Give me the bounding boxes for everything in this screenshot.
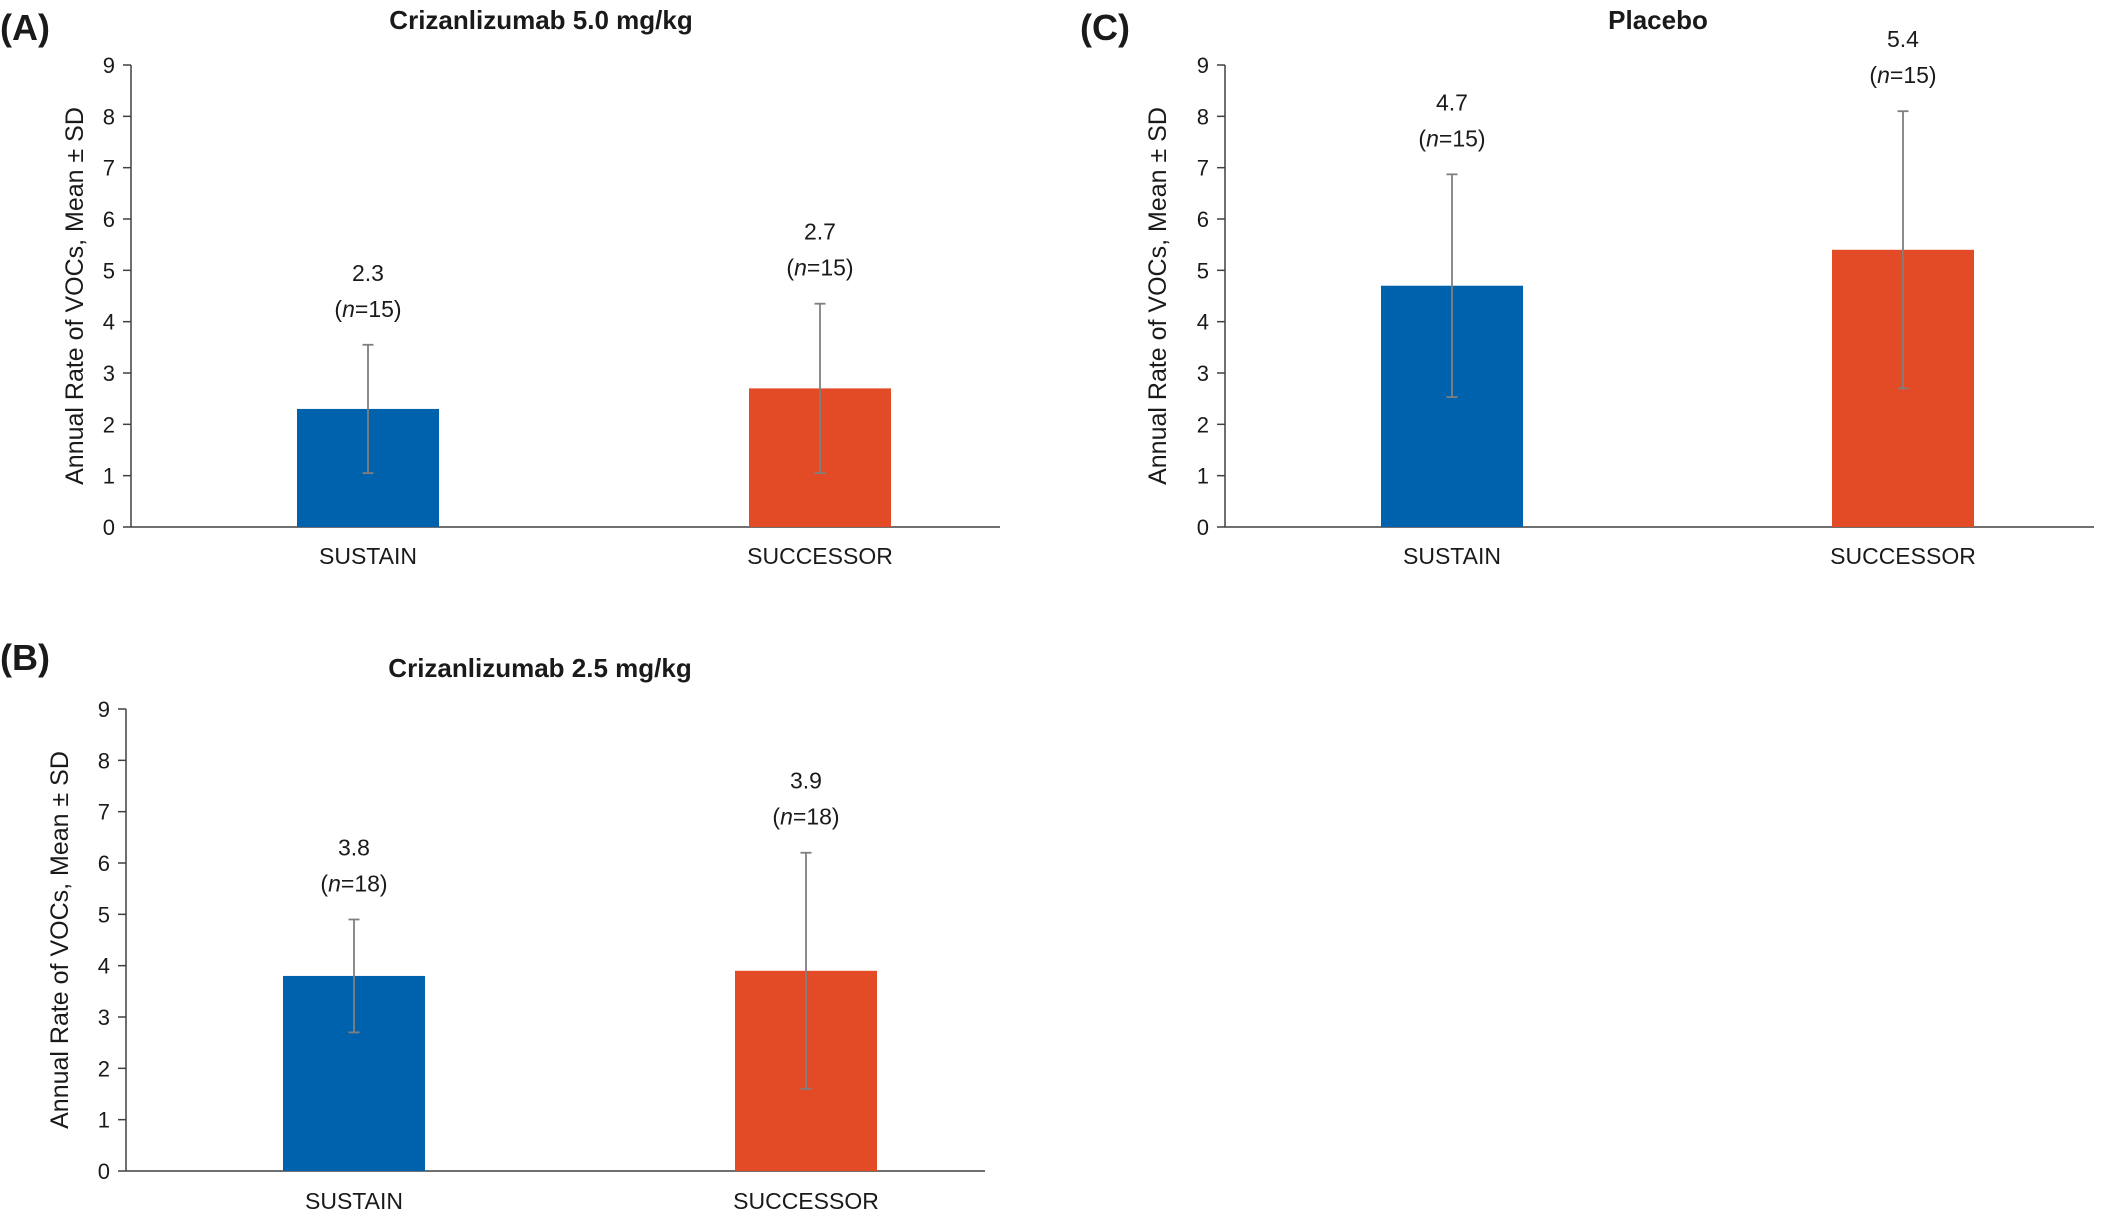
y-tick-label: 4 <box>103 310 115 335</box>
n-label-italic: n <box>1877 62 1890 88</box>
x-tick-label: SUCCESSOR <box>1830 543 1976 569</box>
y-tick-label: 1 <box>1197 464 1209 489</box>
data-label-n: (n=18) <box>772 804 839 830</box>
chart-title: Crizanlizumab 5.0 mg/kg <box>389 5 692 35</box>
n-label-prefix: ( <box>334 296 342 322</box>
y-axis-label: Annual Rate of VOCs, Mean ± SD <box>46 751 74 1129</box>
y-tick-label: 7 <box>1197 156 1209 181</box>
n-label-italic: n <box>1426 125 1439 151</box>
n-label-suffix: =15) <box>355 296 402 322</box>
x-tick-label: SUSTAIN <box>305 1188 403 1214</box>
chart-panel-c: (C) Placebo Annual Rate of VOCs, Mean ± SD… <box>1080 5 2094 569</box>
y-tick-label: 5 <box>103 258 115 283</box>
data-label-n: (n=15) <box>1869 62 1936 88</box>
y-tick-label: 4 <box>1197 310 1209 335</box>
chart-panel-b: (B) Crizanlizumab 2.5 mg/kg Annual Rate of… <box>0 637 985 1214</box>
data-label-n: (n=15) <box>334 296 401 322</box>
n-label-suffix: =15) <box>1439 125 1486 151</box>
y-axis-label: Annual Rate of VOCs, Mean ± SD <box>1144 107 1172 485</box>
n-label-prefix: ( <box>1869 62 1877 88</box>
data-label-value: 3.8 <box>338 834 370 860</box>
x-tick-label: SUSTAIN <box>319 543 417 569</box>
y-tick-label: 3 <box>1197 361 1209 386</box>
data-label-value: 3.9 <box>790 768 822 794</box>
y-tick-label: 7 <box>103 156 115 181</box>
n-label-italic: n <box>794 255 807 281</box>
panel-label: (A) <box>0 7 50 48</box>
data-label-n: (n=15) <box>786 255 853 281</box>
data-label-n: (n=18) <box>320 870 387 896</box>
panel-label: (B) <box>0 637 50 678</box>
n-label-suffix: =18) <box>793 804 840 830</box>
n-label-prefix: ( <box>772 804 780 830</box>
n-label-suffix: =18) <box>341 870 388 896</box>
data-label-value: 5.4 <box>1887 26 1919 52</box>
y-tick-label: 5 <box>98 902 110 927</box>
y-tick-label: 8 <box>98 748 110 773</box>
y-tick-label: 7 <box>98 800 110 825</box>
y-tick-label: 5 <box>1197 258 1209 283</box>
x-tick-label: SUSTAIN <box>1403 543 1501 569</box>
y-tick-label: 6 <box>103 207 115 232</box>
n-label-italic: n <box>328 870 341 896</box>
chart-title: Crizanlizumab 2.5 mg/kg <box>388 653 691 683</box>
x-tick-label: SUCCESSOR <box>747 543 893 569</box>
y-tick-label: 3 <box>103 361 115 386</box>
y-tick-label: 2 <box>1197 412 1209 437</box>
y-tick-label: 3 <box>98 1005 110 1030</box>
y-tick-label: 8 <box>1197 104 1209 129</box>
y-tick-label: 8 <box>103 104 115 129</box>
n-label-italic: n <box>342 296 355 322</box>
n-label-prefix: ( <box>1418 125 1426 151</box>
y-tick-label: 2 <box>103 412 115 437</box>
x-tick-label: SUCCESSOR <box>733 1188 879 1214</box>
data-label-value: 2.3 <box>352 260 384 286</box>
data-label-value: 4.7 <box>1436 89 1468 115</box>
y-tick-label: 9 <box>103 53 115 78</box>
panel-label: (C) <box>1080 7 1130 48</box>
y-tick-label: 9 <box>98 697 110 722</box>
y-tick-label: 2 <box>98 1056 110 1081</box>
n-label-prefix: ( <box>320 870 328 896</box>
data-label-value: 2.7 <box>804 219 836 245</box>
y-axis-label: Annual Rate of VOCs, Mean ± SD <box>61 107 89 485</box>
n-label-suffix: =15) <box>807 255 854 281</box>
y-tick-label: 0 <box>98 1159 110 1184</box>
y-tick-label: 6 <box>1197 207 1209 232</box>
n-label-prefix: ( <box>786 255 794 281</box>
n-label-suffix: =15) <box>1890 62 1937 88</box>
chart-title: Placebo <box>1608 5 1708 35</box>
y-tick-label: 1 <box>103 464 115 489</box>
chart-panel-a: (A) Crizanlizumab 5.0 mg/kg Annual Rate of… <box>0 5 1000 569</box>
y-tick-label: 6 <box>98 851 110 876</box>
y-tick-label: 0 <box>103 515 115 540</box>
n-label-italic: n <box>780 804 793 830</box>
y-tick-label: 0 <box>1197 515 1209 540</box>
y-tick-label: 9 <box>1197 53 1209 78</box>
data-label-n: (n=15) <box>1418 125 1485 151</box>
y-tick-label: 4 <box>98 954 110 979</box>
y-tick-label: 1 <box>98 1108 110 1133</box>
